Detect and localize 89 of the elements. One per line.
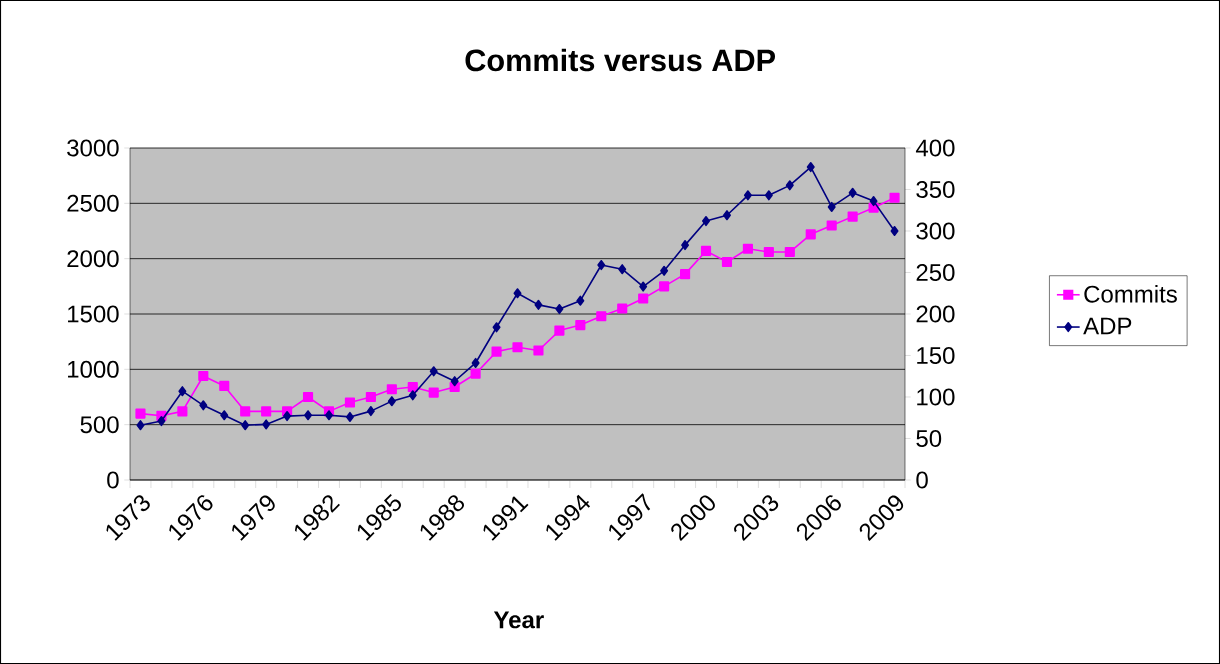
point [533,345,544,356]
y-tick-label: 2000 [67,250,119,268]
point [638,293,649,304]
point [576,295,585,306]
point [302,391,314,403]
y2-tick-label: 50 [916,429,942,447]
y-tick-label: 1500 [68,305,119,323]
point [702,215,711,227]
point [805,229,816,240]
point [869,196,878,207]
point [304,410,313,421]
point [639,281,648,292]
y2-tick-label: 150 [917,346,955,364]
point [324,410,333,421]
point [450,376,459,387]
point [470,368,481,379]
point [344,397,355,408]
point [386,384,397,395]
point [575,320,586,331]
point [848,187,857,198]
y2-tick-label: 250 [916,263,955,281]
point [428,387,439,398]
point [596,311,607,322]
point [597,259,606,271]
point [890,225,899,237]
x-axis-title: Year [493,611,544,629]
point [826,220,837,231]
point [492,322,501,333]
y-tick-label: 3000 [67,139,119,157]
point [491,346,502,357]
point [785,180,794,191]
point [784,246,795,258]
point [220,410,229,421]
point [681,240,690,251]
point [743,190,752,201]
point [827,201,836,212]
point [680,269,691,280]
point [513,288,522,299]
point [366,406,375,417]
point [407,381,418,393]
point [554,325,565,336]
y2-tick-label: 100 [917,388,955,406]
point [219,380,230,391]
chart-title: Commits versus ADP [465,48,776,72]
point [198,370,209,382]
y-tick-label: 500 [80,416,119,434]
y2-tick-label: 200 [916,305,955,323]
point [806,162,815,173]
point [240,406,251,417]
point [534,299,543,310]
point [659,281,670,292]
point [618,264,627,275]
point [408,390,417,401]
y2-tick-label: 350 [916,180,955,198]
point [262,419,271,430]
point [261,406,272,417]
point [512,342,523,353]
point [721,256,733,268]
point [889,192,900,203]
point [345,411,354,422]
y2-tick-label: 300 [916,222,955,240]
y2-tick-label: 400 [915,139,955,157]
point [700,245,712,256]
point [722,210,731,221]
y-tick-label: 2500 [67,194,119,212]
point [429,366,438,377]
point [387,396,396,407]
point [157,416,166,427]
y-tick-label: 1000 [68,360,119,378]
point [617,303,628,314]
point [283,411,292,422]
y-tick-label: 0 [107,471,119,489]
legend-label: ADP [1083,317,1132,335]
point [471,357,480,369]
point [847,211,858,222]
point [241,420,250,431]
point [365,391,376,403]
point [742,243,753,254]
point [178,386,187,397]
point [136,420,145,431]
point [135,408,146,419]
point [199,400,208,411]
point [764,190,773,201]
y2-tick-label: 0 [916,471,928,489]
point [177,406,188,417]
point [763,246,774,258]
point [660,265,669,276]
point [555,303,564,315]
legend-label: Commits [1084,285,1177,303]
